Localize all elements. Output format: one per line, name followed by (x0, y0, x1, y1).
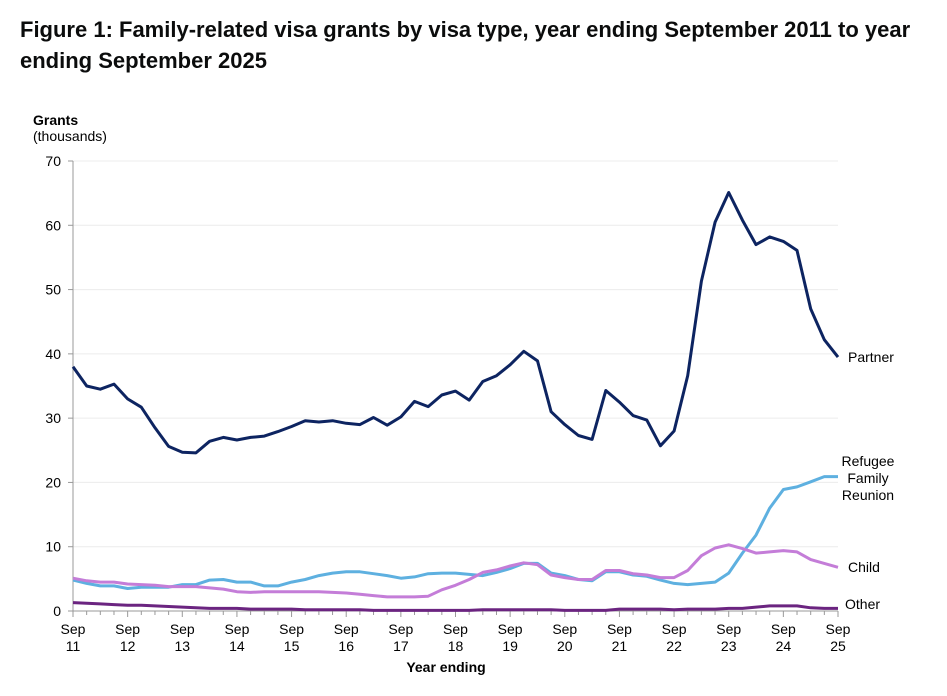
x-tick-label-month: Sep (771, 621, 796, 637)
x-tick-label-month: Sep (662, 621, 687, 637)
series-line-partner (71, 191, 840, 455)
x-tick-label-month: Sep (443, 621, 468, 637)
x-tick-label-month: Sep (61, 621, 86, 637)
x-tick-label-month: Sep (224, 621, 249, 637)
series-label-other: Other (845, 596, 880, 612)
series-label-refugee-family-reunion: Refugee (842, 453, 895, 469)
series-label-partner: Partner (848, 349, 894, 365)
y-tick-label: 10 (45, 539, 61, 555)
x-tick-label-year: 21 (612, 638, 628, 654)
x-tick-label-year: 22 (666, 638, 682, 654)
x-tick-label-month: Sep (552, 621, 577, 637)
x-tick-label-year: 23 (721, 638, 737, 654)
x-tick-label-month: Sep (279, 621, 304, 637)
x-axis-label: Year ending (406, 659, 485, 675)
x-tick-label-month: Sep (498, 621, 523, 637)
series-line-child (72, 543, 839, 599)
series-label-child: Child (848, 559, 880, 575)
x-tick-label-month: Sep (607, 621, 632, 637)
x-tick-label-year: 18 (448, 638, 464, 654)
y-axis-label: Grants (33, 112, 78, 128)
x-tick-label-year: 16 (338, 638, 354, 654)
y-tick-label: 70 (45, 153, 61, 169)
x-tick-label-year: 15 (284, 638, 300, 654)
x-tick-label-year: 20 (557, 638, 573, 654)
series-label-refugee-family-reunion: Reunion (842, 487, 894, 503)
y-tick-label: 50 (45, 282, 61, 298)
figure-title: Figure 1: Family-related visa grants by … (20, 17, 911, 73)
x-tick-label-month: Sep (334, 621, 359, 637)
x-tick-label-month: Sep (115, 621, 140, 637)
x-tick-label-year: 17 (393, 638, 409, 654)
y-tick-label: 0 (53, 603, 61, 619)
x-tick-label-year: 11 (66, 638, 81, 654)
x-tick-label-year: 12 (120, 638, 136, 654)
x-tick-label-year: 14 (229, 638, 245, 654)
x-tick-label-month: Sep (716, 621, 741, 637)
x-tick-label-month: Sep (388, 621, 413, 637)
y-tick-label: 60 (45, 217, 61, 233)
y-tick-label: 20 (45, 474, 61, 490)
series-label-refugee-family-reunion: Family (847, 470, 888, 486)
x-tick-label-month: Sep (826, 621, 851, 637)
y-tick-label: 40 (45, 346, 61, 362)
y-tick-label: 30 (45, 410, 61, 426)
x-tick-label-year: 13 (174, 638, 190, 654)
series-line-other (72, 601, 838, 612)
x-tick-label-month: Sep (170, 621, 195, 637)
x-tick-label-year: 24 (776, 638, 792, 654)
y-axis-unit: (thousands) (33, 128, 107, 144)
series-line-refugee-family-reunion (72, 475, 838, 590)
x-tick-label-year: 25 (830, 638, 846, 654)
x-tick-label-year: 19 (502, 638, 518, 654)
